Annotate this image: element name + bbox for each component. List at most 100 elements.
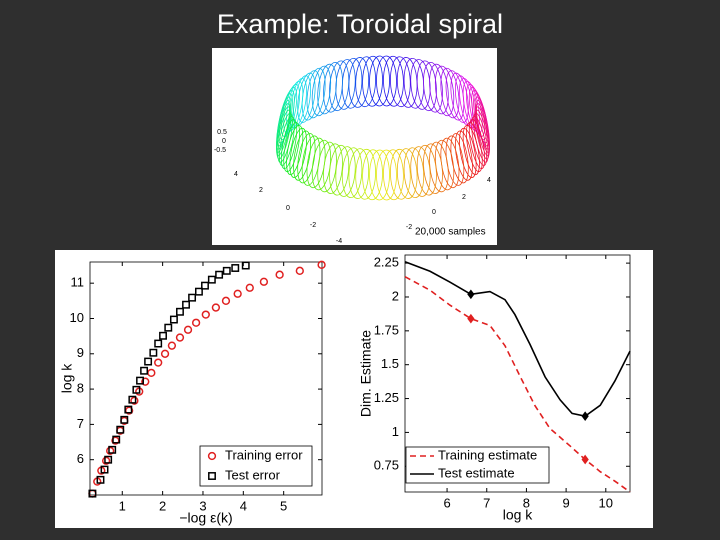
data-point <box>88 489 97 498</box>
torus-tick-label: 4 <box>234 171 238 178</box>
coil <box>348 148 370 199</box>
data-point <box>259 277 269 286</box>
data-point <box>169 315 178 324</box>
data-point <box>182 300 190 309</box>
data-point <box>215 270 224 279</box>
coil <box>317 63 337 115</box>
chart-panel <box>55 250 653 528</box>
legend-label: Test error <box>225 467 281 482</box>
torus-tick-label: -2 <box>406 224 412 231</box>
coil <box>410 146 431 197</box>
torus-tick-label: -2 <box>310 222 316 229</box>
coil <box>355 56 376 108</box>
coil <box>459 127 477 178</box>
torus-tick-label: 0 <box>286 205 290 212</box>
y-tick-label: 2 <box>392 288 399 303</box>
data-point <box>154 339 163 348</box>
coil <box>450 133 469 184</box>
y-axis-label: log k <box>59 363 75 394</box>
coil <box>329 60 350 112</box>
data-point <box>275 270 284 279</box>
coil <box>369 149 390 201</box>
y-tick-label: 10 <box>70 310 84 325</box>
slide-title: Example: Toroidal spiral <box>217 9 503 39</box>
data-point <box>581 454 589 465</box>
data-point <box>104 455 113 464</box>
coil <box>410 59 431 110</box>
coil <box>335 146 356 197</box>
data-point <box>120 415 129 424</box>
data-point <box>144 357 153 366</box>
coil <box>462 125 480 176</box>
coil <box>383 55 404 107</box>
data-point <box>201 281 209 290</box>
data-point <box>222 266 231 275</box>
data-point <box>191 318 201 327</box>
coil <box>376 55 397 107</box>
plot-frame <box>89 261 323 496</box>
data-point <box>467 289 475 300</box>
torus-panel <box>212 48 497 245</box>
legend-swatch <box>207 451 217 461</box>
data-point <box>241 261 250 270</box>
y-tick-label: 9 <box>77 345 84 360</box>
coil <box>276 109 292 160</box>
coil <box>283 122 300 173</box>
data-point <box>183 325 193 334</box>
data-point <box>100 465 109 474</box>
coil <box>383 149 404 201</box>
y-tick-label: 7 <box>77 416 84 431</box>
data-point <box>175 333 185 342</box>
torus-tick-label: -0.5 <box>214 147 226 154</box>
coil <box>423 143 443 194</box>
coil <box>440 67 460 119</box>
coil <box>323 143 343 194</box>
y-tick-label: 6 <box>77 451 84 466</box>
data-point <box>167 341 177 350</box>
data-point <box>176 307 184 316</box>
y-tick-label: 1 <box>392 424 399 439</box>
data-point <box>160 349 170 358</box>
x-tick-label: 9 <box>562 495 569 510</box>
torus-tick-label: 2 <box>462 194 466 201</box>
legend-label: Test estimate <box>438 465 515 480</box>
data-line <box>404 261 631 418</box>
coil <box>466 122 483 173</box>
coil <box>335 59 356 110</box>
coil <box>416 144 437 196</box>
data-point <box>467 313 475 324</box>
data-point <box>188 293 197 302</box>
data-point <box>245 283 254 292</box>
legend-label: Training error <box>225 447 303 462</box>
coil <box>390 148 411 200</box>
data-point <box>116 425 125 434</box>
data-point <box>96 475 105 484</box>
data-line <box>404 275 631 493</box>
data-point <box>130 396 139 405</box>
coil <box>286 125 304 176</box>
data-point <box>141 377 150 386</box>
x-tick-label: 7 <box>483 495 490 510</box>
coil <box>306 67 326 119</box>
coil <box>297 133 316 184</box>
torus-tick-label: -4 <box>336 238 342 245</box>
data-point <box>233 289 242 298</box>
y-tick-label: 0.75 <box>374 458 399 473</box>
x-tick-label: 1 <box>119 498 126 513</box>
data-point <box>194 287 203 296</box>
y-axis-label: Dim. Estimate <box>358 330 374 417</box>
coil <box>390 56 411 108</box>
x-axis-label: −log ε(k) <box>179 510 232 526</box>
data-point <box>221 296 231 305</box>
data-point <box>140 366 149 375</box>
data-point <box>124 405 133 414</box>
x-tick-label: 8 <box>523 495 530 510</box>
data-point <box>159 331 167 340</box>
data-point <box>108 445 117 454</box>
y-tick-label: 1.5 <box>381 356 399 371</box>
data-point <box>128 395 137 404</box>
coil <box>341 147 363 199</box>
y-tick-label: 1.25 <box>374 390 399 405</box>
legend-swatch <box>208 472 216 480</box>
